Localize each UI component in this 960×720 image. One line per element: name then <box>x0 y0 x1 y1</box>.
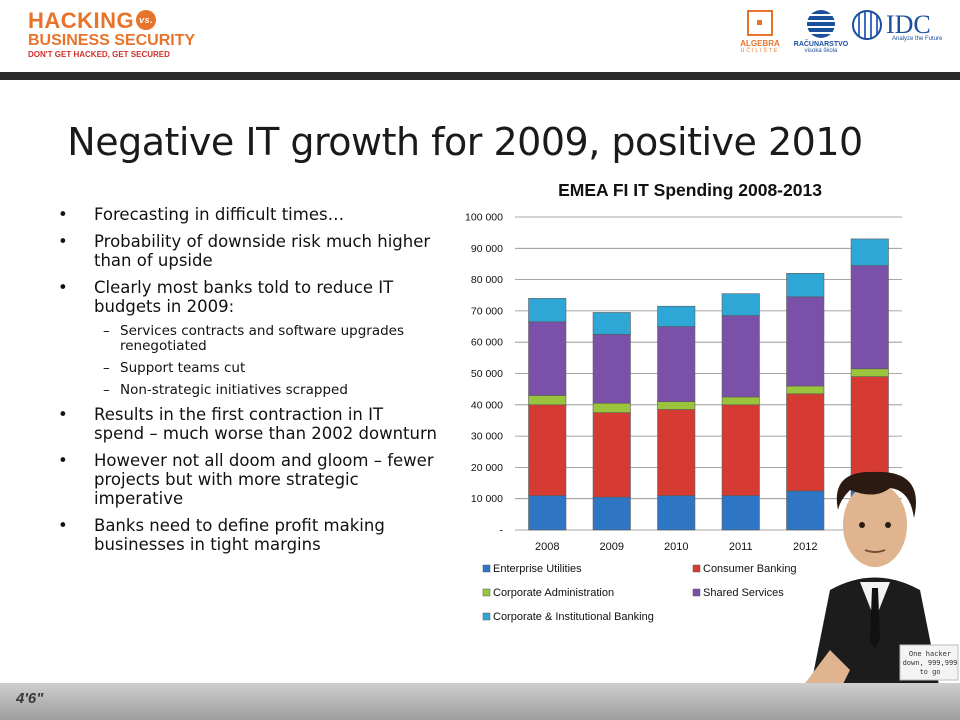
bar-segment <box>850 238 889 266</box>
bar-segment <box>528 395 567 406</box>
chart-title: EMEA FI IT Spending 2008-2013 <box>558 180 822 200</box>
legend-swatch <box>482 612 491 621</box>
bullet-item: Banks need to define profit making busin… <box>58 516 438 554</box>
sub-bullet-item: Support teams cut <box>58 361 438 377</box>
legend-label: Shared Services <box>703 587 784 599</box>
bullet-item: Results in the first contraction in IT s… <box>58 405 438 443</box>
bar-segment <box>786 385 825 395</box>
bullet-item: Forecasting in difficult times… <box>58 205 438 224</box>
bullet-item: Probability of downside risk much higher… <box>58 232 438 270</box>
bar-segment <box>657 495 696 531</box>
bar-segment <box>721 293 760 316</box>
racunarstvo-logo: RAČUNARSTVO visoka škola <box>793 10 849 54</box>
idc-name: IDC <box>886 10 931 39</box>
globe-icon <box>807 10 835 38</box>
y-tick-label: - <box>500 525 504 537</box>
bar-segment <box>528 298 567 323</box>
bar-segment <box>528 321 567 396</box>
legend-label: Corporate & Institutional Banking <box>493 611 654 623</box>
logo-line2: BUSINESS SECURITY <box>28 32 196 49</box>
legend-label: Enterprise Utilities <box>493 563 582 575</box>
legend-swatch <box>692 588 701 597</box>
bar-segment <box>592 496 631 531</box>
y-tick-label: 10 000 <box>471 493 503 505</box>
bar-segment <box>528 404 567 496</box>
y-tick-label: 80 000 <box>471 274 503 286</box>
x-tick-label: 2011 <box>729 541 753 553</box>
y-tick-label: 40 000 <box>471 399 503 411</box>
bullet-list: Forecasting in difficult times… Probabil… <box>58 205 438 562</box>
bar-segment <box>657 401 696 410</box>
y-tick-label: 70 000 <box>471 305 503 317</box>
algebra-name: ALGEBRA <box>740 39 780 48</box>
bar-segment <box>850 376 889 487</box>
algebra-sub: UČILIŠTE <box>740 48 780 54</box>
bar-segment <box>850 265 889 370</box>
bar-segment <box>786 296 825 387</box>
photo-sign-text: One hacker down, 999,999 to go <box>902 650 958 676</box>
logo-tagline: DON'T GET HACKED, GET SECURED <box>28 50 170 59</box>
idc-tagline: Analyze the Future <box>892 36 943 42</box>
footer-label: 4'6" <box>16 690 44 707</box>
idc-globe-icon <box>852 10 882 40</box>
footer-bar <box>0 683 960 720</box>
bar-segment <box>721 495 760 531</box>
sub-bullet-item: Non-strategic initiatives scrapped <box>58 383 438 399</box>
legend-swatch <box>482 588 491 597</box>
bar-segment <box>528 495 567 531</box>
bar-segment <box>657 409 696 496</box>
bullet-item: However not all doom and gloom – fewer p… <box>58 451 438 508</box>
x-tick-label: 2008 <box>535 541 559 553</box>
slide-header <box>0 0 960 72</box>
header-divider <box>0 72 960 80</box>
bar-segment <box>657 326 696 402</box>
bar-segment <box>592 402 631 413</box>
bar-segment <box>657 305 696 327</box>
hacking-business-security-logo: HACKING vs. BUSINESS SECURITY DON'T GET H… <box>28 10 195 60</box>
algebra-logo: ALGEBRA UČILIŠTE <box>736 10 784 54</box>
bullet-item: Clearly most banks told to reduce IT bud… <box>58 278 438 316</box>
y-tick-label: 50 000 <box>471 368 503 380</box>
bar-segment <box>786 273 825 298</box>
y-tick-label: 90 000 <box>471 243 503 255</box>
legend-swatch <box>692 564 701 573</box>
algebra-icon <box>747 10 773 36</box>
bar-segment <box>592 312 631 335</box>
bar-segment <box>786 490 825 531</box>
logo-line1: HACKING <box>28 8 135 33</box>
bar-segment <box>592 334 631 404</box>
bar-segment <box>721 404 760 496</box>
bar-segment <box>721 396 760 406</box>
y-tick-label: 30 000 <box>471 431 503 443</box>
bar-segment <box>721 315 760 398</box>
slide-title: Negative IT growth for 2009, positive 20… <box>67 120 863 164</box>
hacker-photo <box>800 471 959 690</box>
legend-label: Consumer Banking <box>703 563 797 575</box>
racunarstvo-sub: visoka škola <box>804 48 838 54</box>
sub-bullet-item: Services contracts and software upgrades… <box>58 324 438 354</box>
racunarstvo-name: RAČUNARSTVO <box>793 41 849 48</box>
bar-segment <box>850 368 889 377</box>
legend-label: Corporate Administration <box>493 587 614 599</box>
y-tick-label: 100 000 <box>465 212 503 224</box>
x-tick-label: 2009 <box>600 541 624 553</box>
legend-swatch <box>482 564 491 573</box>
bar-segment <box>592 412 631 498</box>
logo-vs-badge: vs. <box>136 10 157 30</box>
x-tick-label: 2010 <box>664 541 688 553</box>
y-tick-label: 60 000 <box>471 337 503 349</box>
stacked-bar-chart: - 10 000 20 000 30 000 40 000 50 000 60 000 70 … <box>465 212 902 623</box>
x-tick-label: 2012 <box>793 541 817 553</box>
idc-logo: IDC Analyze the Future <box>852 10 944 42</box>
y-tick-label: 20 000 <box>471 462 503 474</box>
